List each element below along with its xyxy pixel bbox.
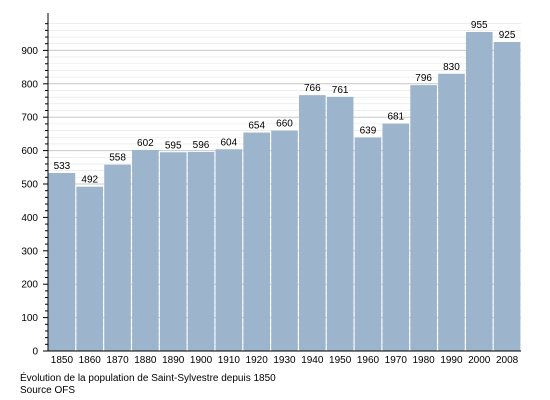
bar-1850 <box>48 172 76 351</box>
y-tick-label-900: 900 <box>21 46 38 57</box>
x-tick-label-2000: 2000 <box>468 355 491 366</box>
x-tick-label-1980: 1980 <box>412 355 435 366</box>
bar-1890 <box>159 152 187 351</box>
x-tick-label-1900: 1900 <box>190 355 213 366</box>
bar-1910 <box>215 149 243 351</box>
x-tick-label-1850: 1850 <box>51 355 74 366</box>
bar-1980 <box>410 85 437 352</box>
value-label-1880: 602 <box>137 138 154 149</box>
bar-1950 <box>326 96 354 352</box>
value-label-1990: 830 <box>443 62 460 73</box>
bar-1970 <box>382 123 410 352</box>
value-label-1870: 558 <box>109 153 126 164</box>
y-tick-label-400: 400 <box>21 213 38 224</box>
bar-1940 <box>299 95 326 351</box>
y-tick-label-200: 200 <box>21 280 38 291</box>
chart-caption: Évolution de la population de Saint-Sylv… <box>20 373 276 384</box>
value-label-1940: 766 <box>304 83 321 94</box>
value-label-1960: 639 <box>360 126 377 137</box>
y-tick-label-300: 300 <box>21 246 38 257</box>
value-label-1850: 533 <box>54 161 71 172</box>
x-tick-label-1970: 1970 <box>385 355 408 366</box>
value-label-1920: 654 <box>248 121 265 132</box>
bar-1930 <box>271 130 298 351</box>
x-tick-label-1930: 1930 <box>273 355 296 366</box>
x-tick-label-2008: 2008 <box>496 355 519 366</box>
y-tick-label-0: 0 <box>32 347 38 358</box>
bar-1870 <box>104 164 131 351</box>
y-tick-labels: 0 100 200 300 400 500 600 700 800 900 <box>21 46 38 358</box>
x-tick-labels: 1850 1860 1870 1880 1890 1900 1910 1920 1930 1940… <box>51 355 519 366</box>
value-label-2000: 955 <box>471 20 488 31</box>
bar-1900 <box>187 151 215 351</box>
x-tick-label-1870: 1870 <box>106 355 129 366</box>
bar-1960 <box>354 137 382 351</box>
bar-1990 <box>438 73 465 351</box>
x-tick-label-1880: 1880 <box>134 355 157 366</box>
value-label-1900: 596 <box>193 140 210 151</box>
bars <box>48 32 521 352</box>
y-tick-label-100: 100 <box>21 313 38 324</box>
x-tick-label-1990: 1990 <box>440 355 463 366</box>
x-tick-label-1890: 1890 <box>162 355 185 366</box>
value-label-1890: 595 <box>165 140 182 151</box>
y-tick-label-500: 500 <box>21 180 38 191</box>
bar-1920 <box>243 132 270 351</box>
y-tick-label-600: 600 <box>21 146 38 157</box>
value-label-1950: 761 <box>332 85 349 96</box>
x-tick-label-1950: 1950 <box>329 355 352 366</box>
y-tick-label-800: 800 <box>21 79 38 90</box>
bar-2000 <box>465 32 493 351</box>
value-label-1930: 660 <box>276 119 293 130</box>
bar-1880 <box>132 149 159 351</box>
bar-1860 <box>76 186 104 351</box>
x-tick-label-1910: 1910 <box>218 355 241 366</box>
x-tick-label-1960: 1960 <box>357 355 380 366</box>
y-tick-label-700: 700 <box>21 113 38 124</box>
x-tick-label-1860: 1860 <box>79 355 102 366</box>
x-tick-label-1940: 1940 <box>301 355 324 366</box>
value-label-1980: 796 <box>415 73 432 84</box>
value-labels: 533 492 558 602 595 596 604 654 660 766 761 639 681 7… <box>54 20 516 186</box>
axes <box>43 13 521 352</box>
value-label-1910: 604 <box>221 137 238 148</box>
value-label-1860: 492 <box>81 175 98 186</box>
value-label-2008: 925 <box>499 30 516 41</box>
chart-source: Source OFS <box>20 385 76 396</box>
value-label-1970: 681 <box>387 112 404 123</box>
x-tick-label-1920: 1920 <box>246 355 269 366</box>
bar-2008 <box>493 42 521 352</box>
